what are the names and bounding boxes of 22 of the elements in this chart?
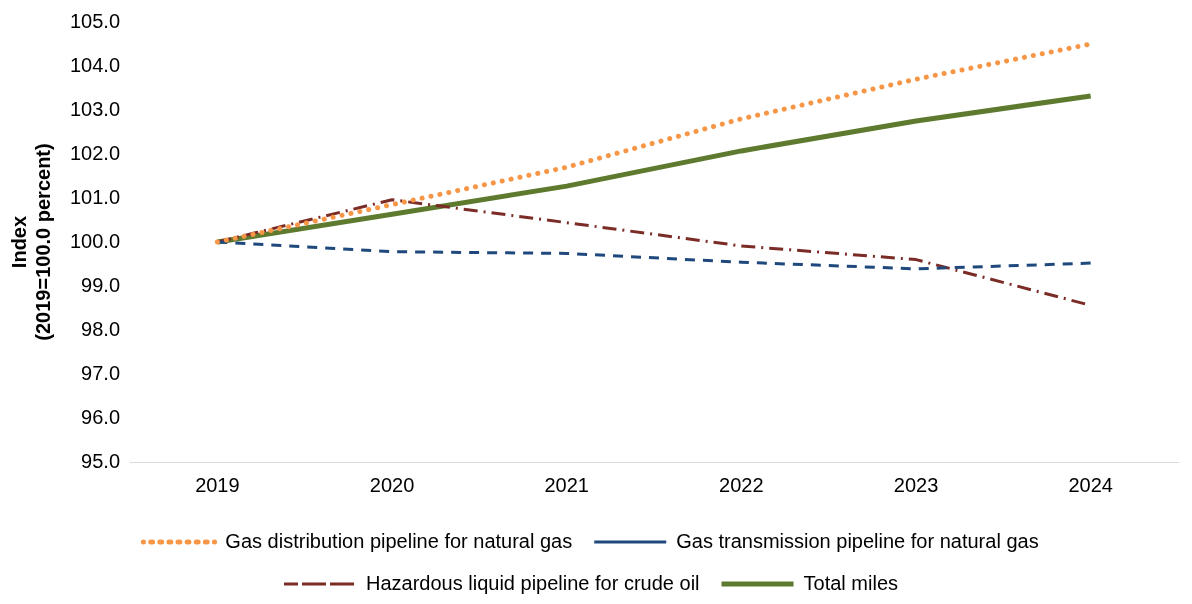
x-tick-label: 2020 <box>369 473 415 496</box>
y-tick-label: 100.0 <box>69 229 121 252</box>
y-tick-label: 95.0 <box>81 449 121 472</box>
x-tick-label: 2019 <box>195 473 240 496</box>
y-tick-label: 104.0 <box>69 53 121 76</box>
legend-label: Total miles <box>803 571 899 594</box>
y-axis-title: Index (2019=100.0 percent) <box>7 143 54 341</box>
legend-label: Gas transmission pipeline for natural gas <box>676 529 1039 552</box>
x-tick-label: 2023 <box>893 473 939 496</box>
y-tick-label: 101.0 <box>69 185 121 208</box>
x-tick-label: 2021 <box>544 473 589 496</box>
y-tick-label: 97.0 <box>81 361 121 384</box>
y-tick-label: 99.0 <box>81 273 121 296</box>
y-tick-label: 103.0 <box>69 97 121 120</box>
y-tick-label: 102.0 <box>69 141 121 164</box>
y-tick-label: 96.0 <box>81 405 121 428</box>
legend-label: Gas distribution pipeline for natural gas <box>225 529 573 552</box>
x-tick-label: 2024 <box>1068 473 1113 496</box>
x-tick-label: 2022 <box>719 473 764 496</box>
legend-label: Hazardous liquid pipeline for crude oil <box>366 571 700 594</box>
y-tick-label: 105.0 <box>69 9 121 32</box>
y-tick-label: 98.0 <box>81 317 121 340</box>
